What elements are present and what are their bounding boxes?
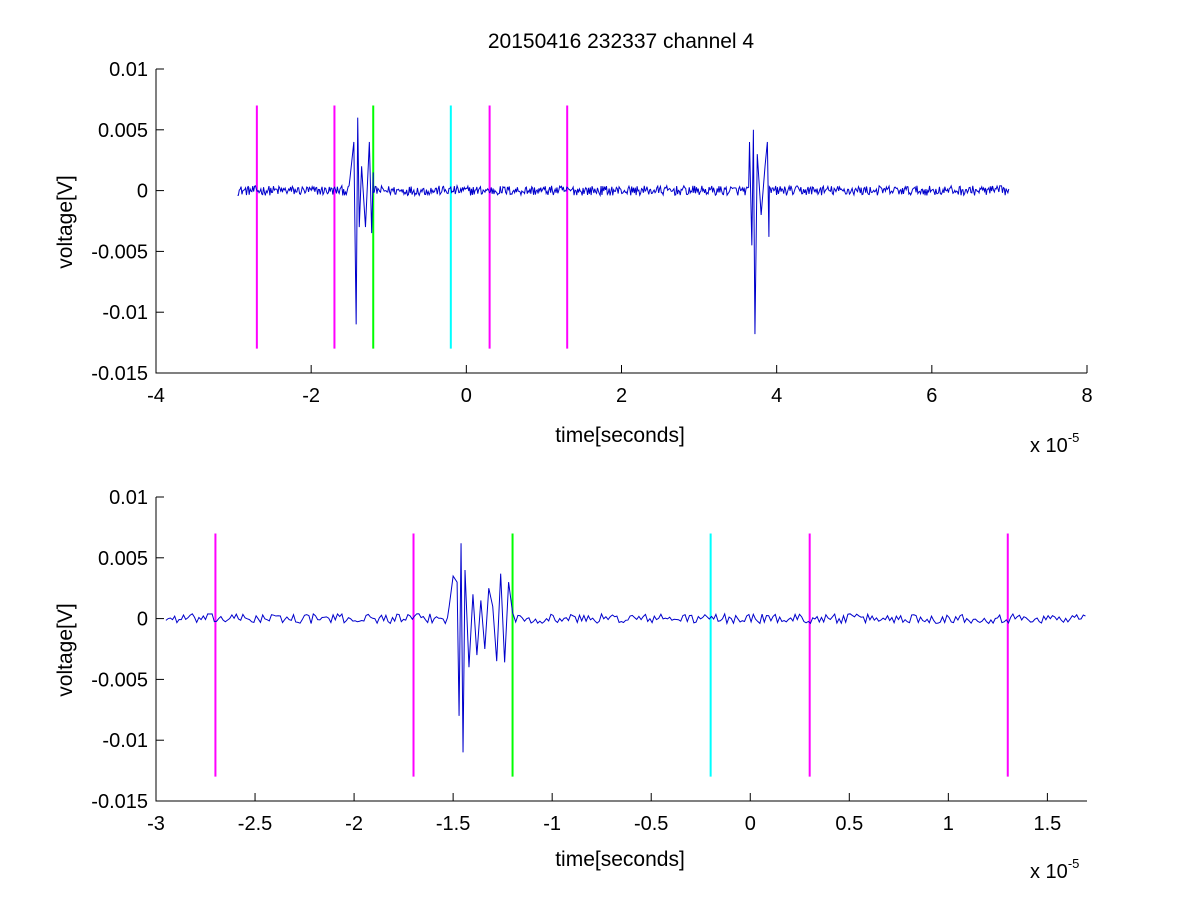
- y-tick-label: 0.005: [98, 548, 148, 570]
- y-tick-label: 0: [137, 609, 148, 631]
- x-tick-label: 6: [926, 385, 937, 407]
- x-tick-label: 1.5: [1033, 813, 1061, 835]
- bottom-marker-lines: [214, 533, 1009, 777]
- top-x-axis-label: time[seconds]: [555, 424, 685, 447]
- x-tick-label: -2.5: [238, 813, 272, 835]
- x-tick-label: -4: [147, 385, 165, 407]
- bottom-y-axis-label: voltage[V]: [54, 603, 77, 696]
- y-tick-label: -0.015: [91, 791, 148, 813]
- x-tick-label: -3: [147, 813, 165, 835]
- y-tick-label: -0.015: [91, 363, 148, 385]
- bottom-axes: -3 -2.5 -2 -1.5 -1 -0.5 0 0.5 1 1.5 -0.015 -0.01 -0.…: [54, 487, 1087, 883]
- bottom-x-scale-multiplier: x 10-5: [1030, 856, 1079, 883]
- top-axis-ticks: -4 -2 0 2 4 6 8 -0.015 -0.01 -0.005 0 0.005 0.01: [91, 59, 1092, 407]
- x-tick-label: 0.5: [835, 813, 863, 835]
- x-tick-label: -0.5: [634, 813, 668, 835]
- x-tick-label: 0: [461, 385, 472, 407]
- bottom-signal-line: [165, 543, 1086, 753]
- y-tick-label: 0.005: [98, 120, 148, 142]
- bottom-axis-ticks: -3 -2.5 -2 -1.5 -1 -0.5 0 0.5 1 1.5 -0.015 -0.01 -0.…: [91, 487, 1087, 835]
- top-marker-lines: [255, 105, 569, 349]
- x-tick-label: 4: [771, 385, 782, 407]
- y-tick-label: 0: [137, 181, 148, 203]
- bottom-x-axis-label: time[seconds]: [555, 848, 685, 871]
- y-tick-label: 0.01: [109, 59, 148, 81]
- x-tick-label: -2: [345, 813, 363, 835]
- x-tick-label: 0: [745, 813, 756, 835]
- x-tick-label: 2: [616, 385, 627, 407]
- x-tick-label: -1.5: [436, 813, 470, 835]
- y-tick-label: 0.01: [109, 487, 148, 509]
- chart-title: 20150416 232337 channel 4: [488, 30, 755, 53]
- x-tick-label: 1: [943, 813, 954, 835]
- x-tick-label: 8: [1081, 385, 1092, 407]
- top-signal-line: [237, 117, 1010, 335]
- y-tick-label: -0.01: [102, 302, 148, 324]
- top-x-scale-multiplier: x 10-5: [1030, 430, 1079, 457]
- y-tick-label: -0.005: [91, 669, 148, 691]
- x-tick-label: -2: [302, 385, 320, 407]
- top-axes: -4 -2 0 2 4 6 8 -0.015 -0.01 -0.005 0 0.005 0.01 tim…: [54, 59, 1093, 457]
- y-tick-label: -0.01: [102, 730, 148, 752]
- x-tick-label: -1: [543, 813, 561, 835]
- y-tick-label: -0.005: [91, 241, 148, 263]
- top-y-axis-label: voltage[V]: [54, 175, 77, 268]
